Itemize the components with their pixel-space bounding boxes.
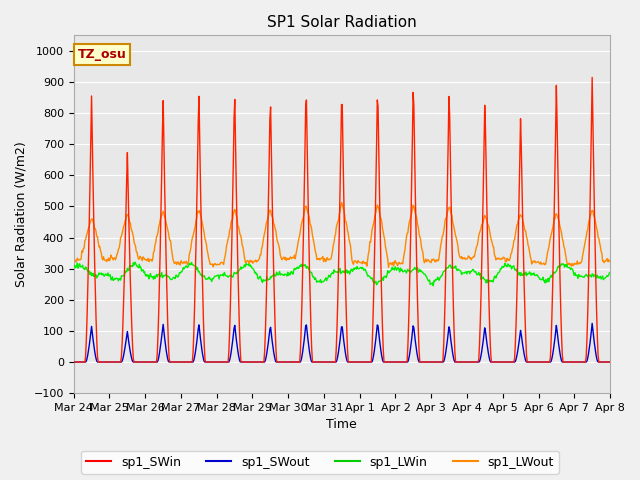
- Legend: sp1_SWin, sp1_SWout, sp1_LWin, sp1_LWout: sp1_SWin, sp1_SWout, sp1_LWin, sp1_LWout: [81, 451, 559, 474]
- X-axis label: Time: Time: [326, 419, 357, 432]
- Y-axis label: Solar Radiation (W/m2): Solar Radiation (W/m2): [15, 141, 28, 287]
- Title: SP1 Solar Radiation: SP1 Solar Radiation: [267, 15, 417, 30]
- Text: TZ_osu: TZ_osu: [78, 48, 127, 61]
